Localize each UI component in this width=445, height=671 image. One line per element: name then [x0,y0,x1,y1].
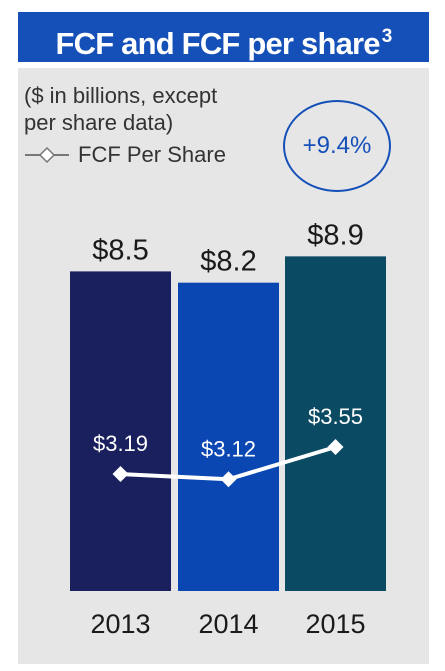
bar-2014 [178,282,279,591]
legend-label: FCF Per Share [78,142,226,167]
title-footnote: 3 [381,26,393,47]
bar-value-label-2013: $8.5 [92,234,148,266]
subtitle-line-2: per share data) [24,110,174,135]
growth-badge-text: +9.4% [302,132,372,159]
bar-value-label-2015: $8.9 [307,219,363,251]
x-tick-label-2013: 2013 [90,609,150,639]
line-value-label-2015: $3.55 [308,404,363,429]
line-point-2014 [220,471,237,488]
bar-2013 [70,271,171,591]
line-point-2015 [327,439,344,455]
growth-badge: +9.4% [283,100,391,192]
line-value-label-2013: $3.19 [93,431,148,456]
legend-line-diamond-icon [25,146,69,164]
x-tick-label-2014: 2014 [198,609,258,639]
bar-2015 [285,256,386,591]
x-tick-label-2015: 2015 [305,609,365,639]
line-point-2013 [112,466,129,482]
subtitle-line-1: ($ in billions, except [24,83,218,108]
chart-title-banner: FCF and FCF per share 3 [18,12,429,62]
bar-value-label-2014: $8.2 [200,246,256,278]
chart-title: FCF and FCF per share [55,26,380,61]
line-value-label-2014: $3.12 [201,436,256,461]
chart-subtitle: ($ in billions, except per share data) [24,82,217,136]
legend: FCF Per Share [24,141,226,169]
